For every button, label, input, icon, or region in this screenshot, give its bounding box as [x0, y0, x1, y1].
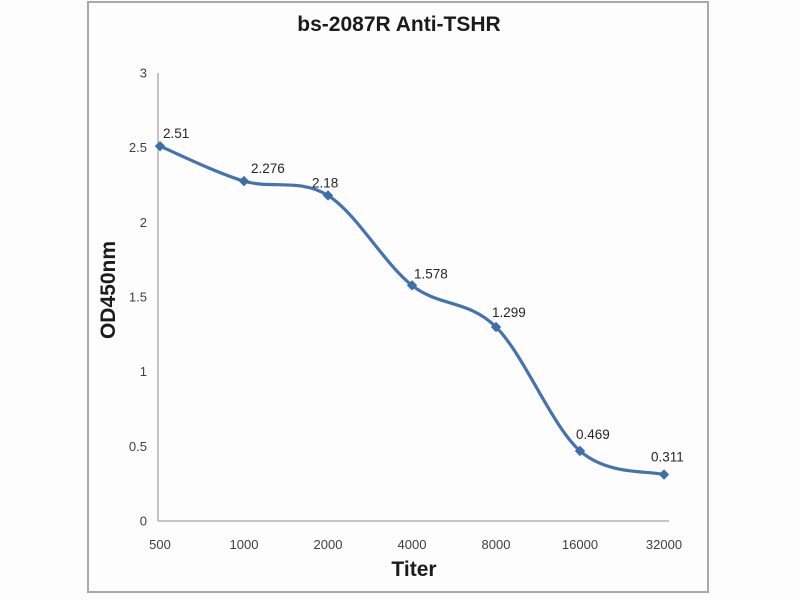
x-axis-title: Titer — [391, 558, 437, 581]
data-point-label: 2.276 — [251, 161, 285, 176]
data-point-marker — [238, 175, 250, 187]
data-point-label: 2.51 — [163, 126, 189, 141]
x-tick-label: 32000 — [646, 537, 682, 552]
data-point-marker — [490, 321, 502, 333]
x-tick-label: 2000 — [314, 537, 343, 552]
chart-title: bs-2087R Anti-TSHR — [297, 13, 501, 36]
axes — [157, 73, 669, 522]
series-line — [158, 144, 666, 477]
x-tick-label: 8000 — [482, 537, 511, 552]
y-tick-label: 2.5 — [129, 140, 147, 155]
y-tick-label: 3 — [140, 66, 147, 81]
data-point-marker — [322, 190, 334, 201]
data-point-marker — [154, 140, 166, 152]
data-point-label: 1.299 — [492, 305, 526, 320]
y-tick-label: 2 — [140, 215, 147, 230]
data-point-label: 0.311 — [651, 450, 684, 465]
y-tick-label: 0 — [140, 514, 147, 529]
x-tick-label: 16000 — [562, 537, 598, 552]
x-tick-label: 4000 — [398, 537, 427, 552]
chart-frame — [87, 1, 709, 593]
data-point-marker — [658, 469, 670, 480]
y-tick-label: 0.5 — [129, 439, 147, 454]
data-point-marker — [406, 280, 418, 291]
data-point-labels: 2.51 2.276 2.18 1.578 1.299 0.469 0.311 — [163, 126, 684, 464]
data-point-label: 1.578 — [414, 266, 448, 281]
data-point-label: 2.18 — [312, 175, 338, 190]
data-point-marker — [574, 445, 586, 457]
data-series — [154, 140, 670, 480]
y-tick-label: 1 — [140, 364, 147, 379]
y-tick-label: 1.5 — [129, 290, 147, 305]
data-point-label: 0.469 — [576, 427, 610, 442]
x-tick-label: 1000 — [230, 537, 259, 552]
x-tick-label: 500 — [149, 537, 171, 552]
